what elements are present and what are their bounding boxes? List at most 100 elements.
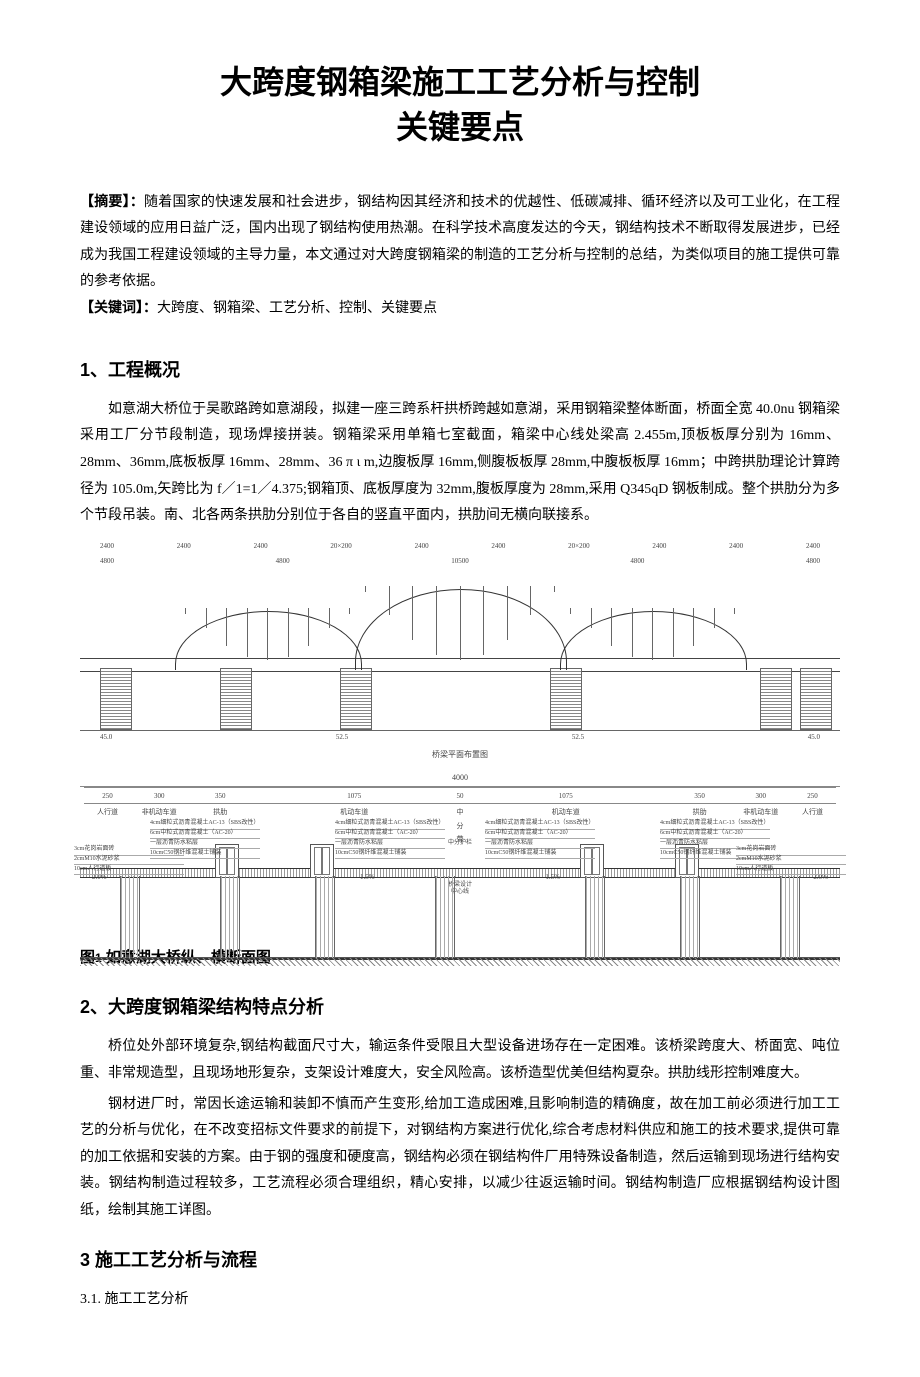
layer-note-line: 6cm中粒式沥青混凝土（AC-20） (150, 830, 260, 840)
layer-note-line: 一层沥青防水粘层 (335, 839, 445, 849)
lane-width: 250 (84, 787, 131, 803)
document-title: 大跨度钢箱梁施工工艺分析与控制 关键要点 (80, 60, 840, 150)
hanger (389, 586, 390, 615)
hanger (460, 586, 461, 660)
dim-value: 20×200 (568, 540, 589, 553)
layer-note-line: 10cm人行道板 (736, 865, 846, 875)
bridge-pier (760, 668, 792, 730)
hanger (734, 608, 735, 614)
hanger-group (185, 608, 350, 660)
dim-value: 2400 (491, 540, 505, 553)
hanger (206, 608, 207, 627)
girder-web (315, 876, 335, 958)
bridge-pier (220, 668, 252, 730)
layer-notes: 3cm花岗岩面砖2cmM10水泥砂浆10cm人行道板 (74, 846, 184, 875)
elevation-top-dims: 24002400240020×2002400240020×20024002400… (80, 540, 840, 553)
hanger (591, 608, 592, 627)
abstract-block: 【摘要】：随着国家的快速发展和社会进步，钢结构因其经济和技术的优越性、低碳减排、… (80, 190, 840, 323)
slope-right-in: 1.5% (545, 871, 560, 884)
hanger (632, 608, 633, 656)
girder-web (220, 876, 240, 958)
hanger (570, 608, 571, 614)
section-1-heading: 1、工程概况 (80, 353, 840, 387)
hanger (693, 608, 694, 646)
dim-value: 2400 (100, 540, 114, 553)
dim-value: 10500 (451, 555, 469, 568)
keywords-text: 大跨度、钢箱梁、工艺分析、控制、关键要点 (157, 301, 437, 316)
layer-note-line: 10cm人行道板 (74, 865, 184, 875)
girder-web (680, 876, 700, 958)
hanger (365, 586, 366, 592)
hanger (673, 608, 674, 656)
lane-width: 1075 (253, 787, 455, 803)
divider-label: 中分护栏 (448, 840, 472, 847)
layer-note-line: 4cm细粒式沥青混凝土AC-13（SBS改性） (485, 820, 595, 830)
lane-label: 人行道 (84, 803, 131, 846)
lane-width: 350 (187, 787, 253, 803)
dim-value: 45.0 (100, 731, 112, 744)
dim-value: 2400 (806, 540, 820, 553)
hanger (247, 608, 248, 656)
girder-web (120, 876, 140, 958)
hanger (507, 586, 508, 640)
lane-widths-row: 2503003501075501075350300250 (80, 787, 840, 803)
hanger (483, 586, 484, 655)
slope-left-in: 1.5% (360, 871, 375, 884)
lane-label: 人行道 (789, 803, 836, 846)
lane-width: 250 (789, 787, 836, 803)
girder-web (780, 876, 800, 958)
layer-notes: 4cm细粒式沥青混凝土AC-13（SBS改性）6cm中粒式沥青混凝土（AC-20… (485, 820, 595, 859)
section-2-paragraph-2: 钢材进厂时，常因长途运输和装卸不慎而产生变形,给加工造成困难,且影响制造的精确度… (80, 1092, 840, 1225)
lane-width: 50 (455, 787, 464, 803)
cross-section-girder: 2.0% 1.5% 1.5% 2.0% 中分护栏 桥梁设计中心线 (80, 868, 840, 960)
dim-value: 52.5 (336, 731, 348, 744)
hanger (436, 586, 437, 655)
section-3-heading: 3 施工工艺分析与流程 (80, 1243, 840, 1277)
layer-note-line: 2cmM10水泥砂浆 (74, 856, 184, 866)
lane-width: 300 (733, 787, 789, 803)
bridge-pier (100, 668, 132, 730)
cross-section-total-width: 4000 (80, 770, 840, 787)
layer-note-line: 10cmC50钢纤维混凝土铺装 (485, 849, 595, 859)
dim-value: 52.5 (572, 731, 584, 744)
lane-width: 350 (667, 787, 733, 803)
dim-value: 4800 (806, 555, 820, 568)
dim-value: 4800 (276, 555, 290, 568)
hanger (308, 608, 309, 646)
keywords-label: 【关键词】： (80, 301, 157, 316)
layer-note-line: 4cm细粒式沥青混凝土AC-13（SBS改性） (335, 820, 445, 830)
layer-note-line: 4cm细粒式沥青混凝土AC-13（SBS改性） (660, 820, 770, 830)
elevation-footer: 桥梁平面布置图 (80, 747, 840, 762)
figure-1-cross-section: 4000 2503003501075501075350300250 人行道非机动… (80, 770, 840, 940)
title-line-2: 关键要点 (80, 105, 840, 150)
hanger (329, 608, 330, 627)
section-2-paragraph-1: 桥位处外部环境复杂,钢结构截面尺寸大，输运条件受限且大型设备进场存在一定困难。该… (80, 1034, 840, 1087)
hanger (652, 608, 653, 660)
section-2-heading: 2、大跨度钢箱梁结构特点分析 (80, 990, 840, 1024)
elevation-mid-dims: 45.0 52.5 52.5 45.0 (80, 731, 840, 744)
elevation-span-dims: 480048001050048004800 (80, 555, 840, 568)
hanger (412, 586, 413, 640)
section-1-paragraph: 如意湖大桥位于吴歌路跨如意湖段，拟建一座三跨系杆拱桥跨越如意湖，采用钢箱梁整体断… (80, 397, 840, 530)
dim-value: 2400 (415, 540, 429, 553)
lane-width: 1075 (465, 787, 667, 803)
hanger (530, 586, 531, 615)
dim-value: 45.0 (808, 731, 820, 744)
dim-value: 20×200 (330, 540, 351, 553)
hanger (288, 608, 289, 656)
arch-pylon (310, 844, 334, 878)
layer-note-line: 3cm花岗岩面砖 (74, 846, 184, 856)
dim-value: 2400 (254, 540, 268, 553)
girder-web (435, 876, 455, 958)
layer-notes: 4cm细粒式沥青混凝土AC-13（SBS改性）6cm中粒式沥青混凝土（AC-20… (335, 820, 445, 859)
hanger-group (570, 608, 735, 660)
layer-note-line: 6cm中粒式沥青混凝土（AC-20） (485, 830, 595, 840)
layer-note-line: 3cm花岗岩面砖 (736, 846, 846, 856)
layer-note-line: 6cm中粒式沥青混凝土（AC-20） (660, 830, 770, 840)
bridge-pier (340, 668, 372, 730)
lane-width: 300 (131, 787, 187, 803)
road-surface (80, 868, 840, 878)
hanger (226, 608, 227, 646)
layer-note-line: 4cm细粒式沥青混凝土AC-13（SBS改性） (150, 820, 260, 830)
abstract-label: 【摘要】： (80, 195, 144, 210)
